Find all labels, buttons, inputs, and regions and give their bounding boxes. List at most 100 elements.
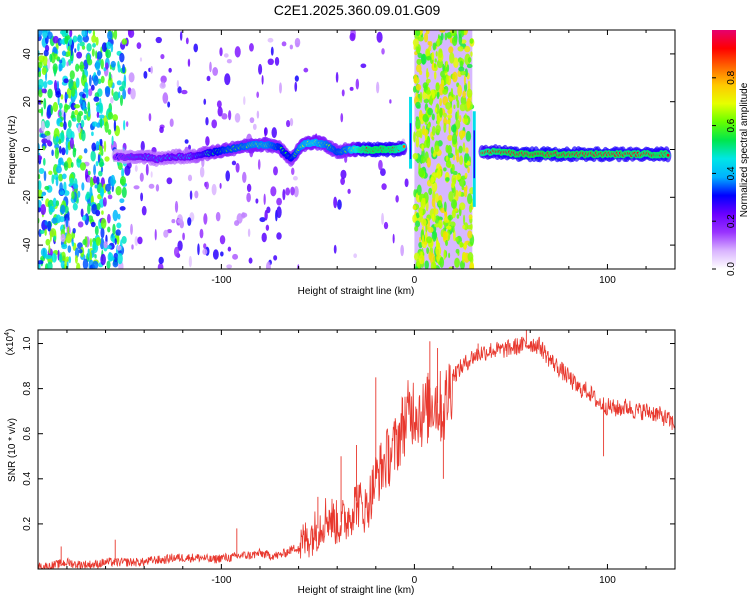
- noise-speckle: [44, 220, 48, 226]
- noise-speckle: [70, 130, 75, 140]
- y-tick-label: 0.8: [22, 381, 33, 395]
- noise-speckle: [187, 58, 191, 67]
- noise-speckle: [433, 63, 437, 68]
- noise-speckle: [134, 165, 138, 172]
- noise-speckle: [433, 204, 436, 215]
- noise-speckle: [92, 240, 97, 251]
- noise-speckle: [458, 33, 463, 46]
- noise-speckle: [463, 214, 466, 225]
- snr-y-multiplier-close: ): [5, 329, 16, 332]
- noise-speckle: [83, 148, 88, 154]
- noise-speckle: [173, 246, 180, 258]
- noise-speckle: [431, 213, 435, 221]
- noise-speckle: [445, 144, 449, 153]
- noise-speckle: [380, 168, 386, 177]
- noise-speckle: [86, 191, 91, 200]
- noise-speckle: [276, 232, 282, 240]
- noise-speckle: [56, 80, 60, 91]
- noise-speckle: [438, 48, 443, 59]
- noise-speckle: [95, 160, 99, 167]
- noise-speckle: [404, 178, 409, 188]
- noise-speckle: [87, 101, 91, 112]
- colorbar-gradient: [712, 30, 736, 269]
- noise-speckle: [456, 214, 460, 219]
- noise-speckle: [100, 218, 107, 229]
- x-tick-label: 0: [412, 575, 418, 586]
- noise-speckle: [436, 38, 440, 47]
- noise-speckle: [460, 70, 467, 76]
- noise-speckle: [419, 91, 423, 104]
- noise-speckle: [59, 59, 63, 64]
- noise-speckle: [50, 52, 56, 64]
- noise-speckle: [112, 114, 118, 122]
- noise-speckle: [294, 75, 299, 82]
- noise-speckle: [381, 48, 385, 55]
- noise-speckle: [464, 68, 468, 78]
- noise-speckle: [261, 232, 267, 243]
- noise-speckle: [46, 105, 52, 118]
- noise-speckle: [167, 101, 171, 108]
- noise-speckle: [89, 186, 93, 199]
- noise-speckle: [294, 81, 298, 92]
- noise-speckle: [246, 183, 252, 193]
- chart-title: C2E1.2025.360.09.01.G09: [274, 2, 441, 18]
- noise-speckle: [303, 67, 309, 73]
- noise-speckle: [69, 70, 75, 80]
- noise-speckle: [78, 249, 83, 254]
- noise-speckle: [443, 122, 447, 133]
- noise-speckle: [435, 193, 439, 203]
- noise-speckle: [111, 135, 114, 146]
- y-tick-label: 0.6: [22, 426, 33, 440]
- noise-speckle: [453, 57, 459, 69]
- noise-speckle: [64, 30, 69, 37]
- noise-speckle: [119, 206, 126, 211]
- noise-speckle: [163, 229, 169, 238]
- noise-speckle: [96, 69, 101, 76]
- noise-speckle: [91, 203, 98, 215]
- noise-speckle: [249, 43, 254, 52]
- noise-speckle: [47, 220, 52, 232]
- noise-speckle: [64, 205, 69, 214]
- x-tick-label: -100: [211, 275, 231, 286]
- noise-speckle: [376, 31, 383, 43]
- colorbar: 0.0 0.2 0.4 0.6 0.8 Normalized spectral ampl…: [712, 30, 750, 276]
- noise-speckle: [157, 262, 164, 269]
- noise-speckle: [143, 71, 148, 79]
- noise-speckle: [50, 105, 53, 115]
- noise-speckle: [434, 107, 438, 113]
- noise-speckle: [77, 43, 80, 52]
- noise-speckle: [453, 104, 456, 110]
- noise-speckle: [209, 61, 212, 73]
- noise-speckle: [121, 38, 128, 45]
- y-tick-label: -20: [22, 190, 33, 205]
- noise-speckle: [63, 161, 69, 171]
- noise-speckle: [113, 252, 119, 263]
- noise-speckle: [43, 251, 47, 259]
- noise-speckle: [212, 249, 219, 260]
- noise-speckle: [435, 51, 438, 57]
- noise-speckle: [422, 128, 429, 136]
- noise-speckle: [100, 58, 104, 70]
- noise-speckle: [452, 229, 456, 242]
- spectrogram-x-axis: -100 0 100: [66, 30, 647, 286]
- noise-speckle: [434, 58, 437, 63]
- noise-speckle: [448, 266, 454, 269]
- noise-speckle: [182, 232, 185, 241]
- noise-speckle: [451, 124, 457, 133]
- noise-speckle: [107, 77, 113, 88]
- noise-speckle: [136, 42, 142, 50]
- spectrogram-y-label: Frequency (Hz): [7, 116, 18, 185]
- noise-speckle: [462, 90, 466, 99]
- noise-speckle: [94, 225, 99, 236]
- noise-speckle: [215, 211, 221, 222]
- noise-speckle: [107, 30, 113, 41]
- noise-speckle: [470, 51, 473, 57]
- noise-speckle: [203, 243, 207, 249]
- noise-speckle: [69, 30, 73, 38]
- noise-speckle: [459, 155, 464, 166]
- noise-speckle: [226, 264, 233, 269]
- noise-speckle: [166, 177, 173, 185]
- noise-speckle: [82, 101, 86, 111]
- noise-speckle: [462, 251, 467, 260]
- noise-speckle: [78, 110, 84, 117]
